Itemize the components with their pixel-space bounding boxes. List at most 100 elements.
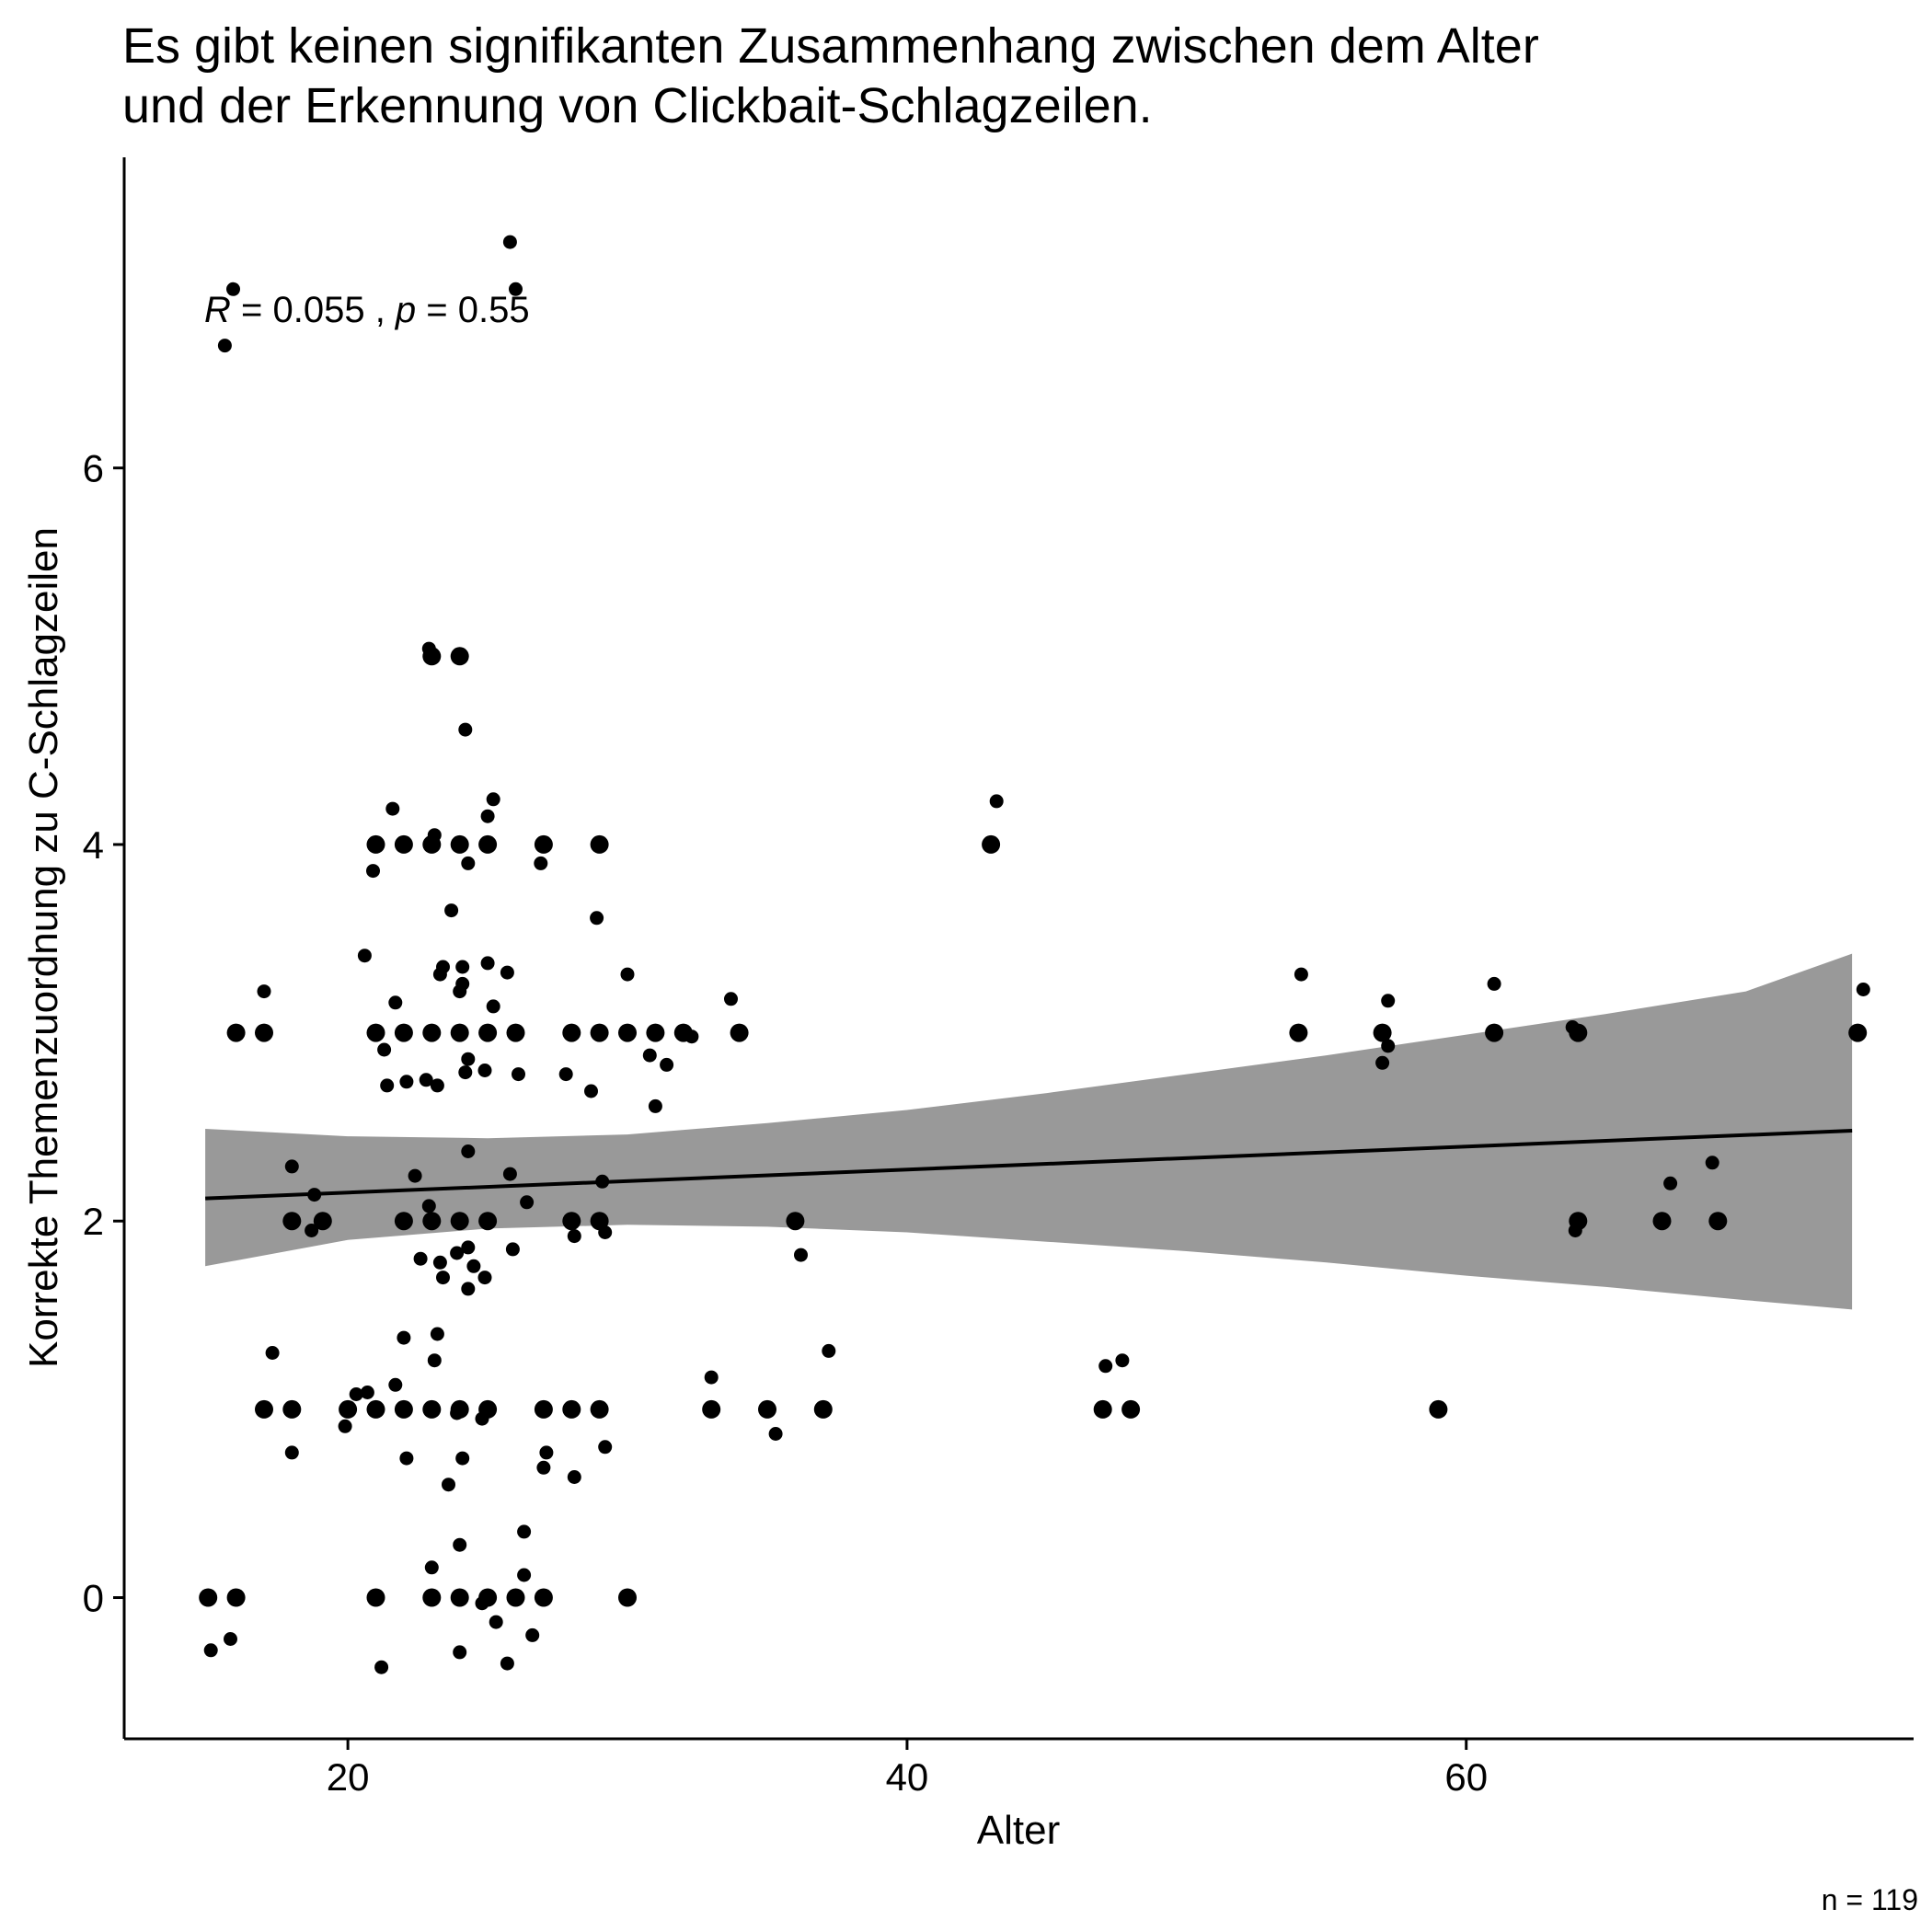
data-point — [1294, 967, 1308, 982]
data-point — [684, 1029, 699, 1044]
data-point — [1093, 1399, 1112, 1419]
data-point — [480, 956, 495, 971]
data-point — [534, 856, 548, 870]
data-point — [455, 976, 470, 991]
data-point — [724, 992, 738, 1006]
data-point — [1708, 1212, 1728, 1231]
data-point — [421, 641, 436, 656]
data-point — [366, 1399, 385, 1419]
data-point — [813, 1399, 833, 1419]
data-point — [339, 1399, 358, 1419]
data-point — [536, 1460, 551, 1475]
data-point — [517, 1568, 532, 1582]
data-point — [255, 1023, 273, 1042]
data-point — [506, 1023, 525, 1042]
data-point — [1429, 1399, 1448, 1419]
data-point — [455, 960, 470, 974]
data-point — [436, 960, 450, 974]
data-point — [461, 1282, 476, 1296]
data-point — [478, 1023, 498, 1042]
data-point — [436, 1271, 450, 1285]
x-tick-label: 60 — [1444, 1755, 1488, 1799]
data-point — [567, 1229, 581, 1244]
data-point — [427, 1353, 442, 1368]
data-point — [313, 1212, 332, 1231]
data-point — [502, 235, 517, 249]
data-point — [399, 1451, 414, 1466]
data-point — [366, 864, 380, 879]
x-tick-label: 20 — [327, 1755, 370, 1799]
y-tick-label: 6 — [83, 447, 104, 490]
y-tick-label: 0 — [83, 1577, 104, 1620]
data-point — [450, 1588, 469, 1607]
data-point — [226, 1023, 246, 1042]
data-point — [590, 1023, 609, 1042]
data-point — [982, 834, 1001, 854]
data-point — [305, 1224, 319, 1237]
data-point — [265, 1346, 280, 1360]
data-point — [475, 1596, 489, 1611]
data-point — [989, 794, 1004, 809]
y-axis-title: Korrekte Themenzuordnung zu C-Schlagzeil… — [21, 527, 66, 1368]
data-point — [397, 1330, 411, 1345]
data-point — [1375, 1055, 1390, 1070]
data-point — [226, 282, 240, 296]
data-point — [1381, 1039, 1396, 1053]
data-point — [424, 1560, 439, 1575]
data-points-layer — [199, 235, 1870, 1674]
data-point — [282, 1212, 302, 1231]
data-point — [422, 1023, 442, 1042]
data-point — [758, 1399, 776, 1419]
y-axis-ticks: 0 2 4 6 — [83, 447, 124, 1620]
data-point — [704, 1370, 719, 1385]
data-point — [558, 1067, 573, 1082]
data-point — [1568, 1224, 1582, 1237]
data-point — [226, 1588, 246, 1607]
data-point — [419, 1073, 433, 1087]
data-point — [618, 1023, 637, 1042]
data-point — [377, 1042, 392, 1057]
data-point — [450, 1246, 465, 1260]
data-point — [282, 1399, 302, 1419]
data-point — [486, 999, 500, 1014]
chart-title-line-2: und der Erkennung von Clickbait-Schlagze… — [122, 78, 1153, 133]
data-point — [199, 1588, 218, 1607]
data-point — [450, 647, 469, 666]
data-point — [388, 1377, 403, 1392]
data-point — [466, 1259, 481, 1273]
data-point — [458, 1065, 473, 1080]
data-point — [408, 1168, 422, 1183]
data-point — [512, 1067, 525, 1082]
data-point — [1705, 1156, 1719, 1170]
data-point — [584, 1084, 598, 1098]
data-point — [525, 1627, 540, 1642]
data-point — [1289, 1023, 1308, 1042]
data-point — [413, 1251, 428, 1266]
data-point — [366, 1023, 385, 1042]
data-point — [394, 1212, 413, 1231]
data-point — [480, 809, 495, 823]
data-point — [461, 1052, 476, 1066]
data-point — [517, 1524, 532, 1539]
data-point — [1856, 983, 1870, 996]
data-point — [562, 1023, 581, 1042]
chart-title-line-1: Es gibt keinen signifikanten Zusammenhan… — [122, 18, 1539, 74]
data-point — [648, 1098, 662, 1113]
data-point — [366, 834, 385, 854]
data-point — [380, 1078, 395, 1093]
data-point — [1485, 1023, 1504, 1042]
data-point — [534, 834, 553, 854]
data-point — [642, 1048, 657, 1063]
data-point — [660, 1057, 674, 1072]
data-point — [307, 1188, 322, 1202]
data-point — [646, 1023, 665, 1042]
data-point — [768, 1427, 783, 1441]
data-point — [374, 1660, 389, 1674]
data-point — [505, 1242, 520, 1257]
data-point — [1652, 1212, 1672, 1231]
data-point — [442, 1478, 455, 1492]
data-point — [477, 1271, 492, 1285]
data-point — [450, 1212, 469, 1231]
data-point — [394, 1023, 413, 1042]
